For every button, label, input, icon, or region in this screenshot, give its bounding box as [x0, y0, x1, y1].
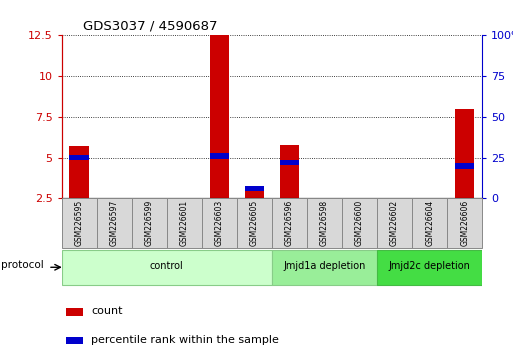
Bar [280, 160, 299, 165]
FancyBboxPatch shape [237, 198, 272, 248]
FancyBboxPatch shape [272, 198, 307, 248]
Text: GDS3037 / 4590687: GDS3037 / 4590687 [83, 20, 217, 33]
Text: Jmjd1a depletion: Jmjd1a depletion [283, 262, 366, 272]
FancyBboxPatch shape [96, 198, 132, 248]
FancyBboxPatch shape [132, 198, 167, 248]
Text: GSM226600: GSM226600 [355, 200, 364, 246]
FancyBboxPatch shape [202, 198, 237, 248]
Bar [66, 308, 83, 316]
FancyBboxPatch shape [167, 198, 202, 248]
Text: GSM226595: GSM226595 [74, 200, 84, 246]
FancyBboxPatch shape [62, 198, 96, 248]
FancyBboxPatch shape [307, 198, 342, 248]
FancyBboxPatch shape [377, 198, 412, 248]
Text: GSM226604: GSM226604 [425, 200, 434, 246]
Bar [245, 185, 264, 191]
FancyBboxPatch shape [447, 198, 482, 248]
Bar [455, 163, 475, 169]
FancyBboxPatch shape [412, 198, 447, 248]
FancyBboxPatch shape [272, 250, 377, 285]
Bar [69, 146, 89, 198]
Text: GSM226597: GSM226597 [110, 200, 119, 246]
FancyBboxPatch shape [62, 250, 272, 285]
Bar [66, 337, 83, 344]
Text: GSM226599: GSM226599 [145, 200, 154, 246]
Bar [69, 155, 89, 160]
Text: GSM226596: GSM226596 [285, 200, 294, 246]
Bar [210, 153, 229, 159]
Text: GSM226606: GSM226606 [460, 200, 469, 246]
Text: control: control [150, 262, 184, 272]
Text: GSM226605: GSM226605 [250, 200, 259, 246]
Text: GSM226603: GSM226603 [215, 200, 224, 246]
Text: protocol: protocol [2, 260, 44, 270]
Text: GSM226602: GSM226602 [390, 200, 399, 246]
Text: GSM226598: GSM226598 [320, 200, 329, 246]
FancyBboxPatch shape [377, 250, 482, 285]
Text: Jmjd2c depletion: Jmjd2c depletion [389, 262, 470, 272]
Bar [280, 144, 299, 198]
Bar [455, 109, 475, 198]
Text: count: count [91, 306, 123, 316]
Bar [210, 35, 229, 198]
FancyBboxPatch shape [342, 198, 377, 248]
Text: percentile rank within the sample: percentile rank within the sample [91, 335, 279, 345]
Bar [245, 190, 264, 198]
Text: GSM226601: GSM226601 [180, 200, 189, 246]
